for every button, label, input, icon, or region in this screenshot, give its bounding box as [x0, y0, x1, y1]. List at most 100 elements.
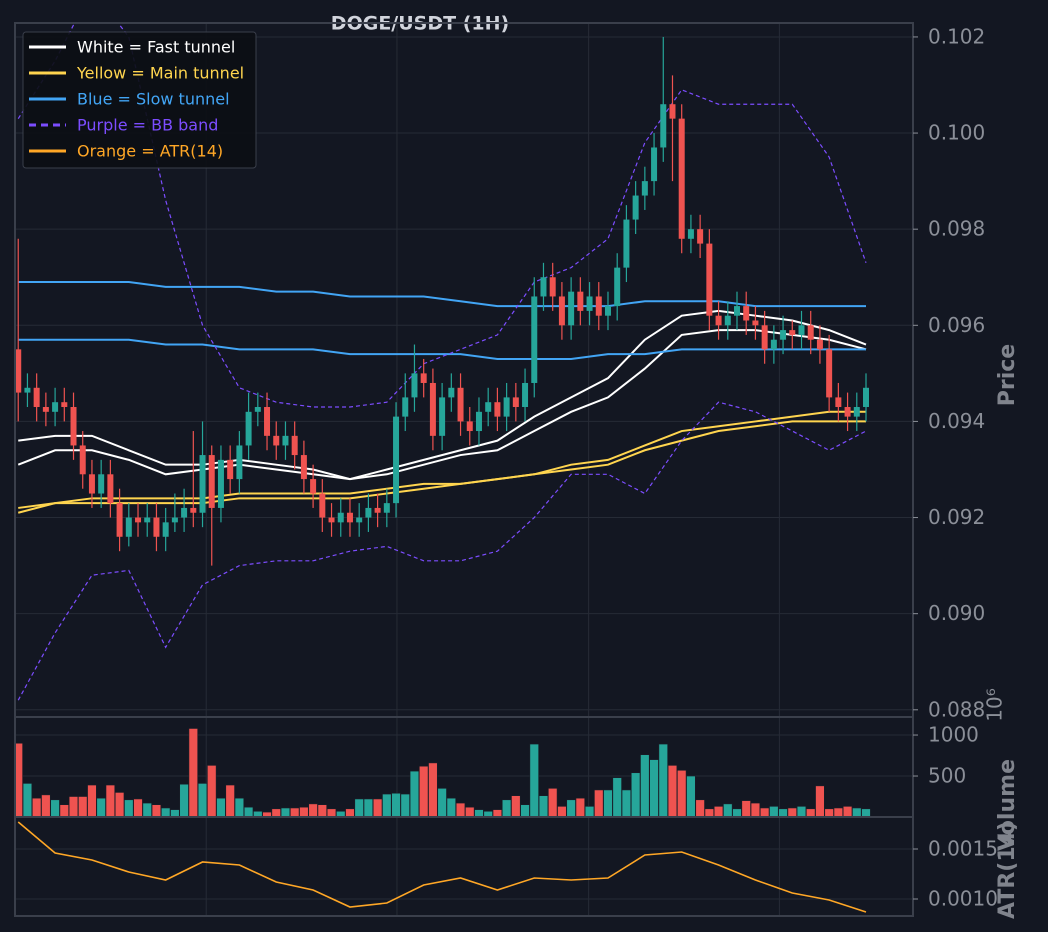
overlay-line [18, 281, 866, 308]
volume-bar [520, 804, 530, 817]
candle-body [816, 339, 823, 350]
volume-bar [354, 798, 364, 817]
volume-bar [22, 783, 33, 817]
y-tick-label: 0.102 [928, 24, 985, 48]
candle-body [383, 503, 390, 513]
volume-bar [437, 788, 447, 817]
legend-label: Blue = Slow tunnel [77, 90, 230, 109]
volume-bar [170, 809, 180, 817]
volume-bar [529, 743, 539, 817]
candle-body [863, 387, 870, 408]
candle-body [227, 459, 234, 480]
volume-bar [630, 772, 641, 817]
volume-bar [382, 793, 392, 817]
candle-body [88, 474, 95, 494]
volume-bar [796, 806, 807, 817]
y-tick-label: 0.0015 [928, 837, 998, 861]
candle-body [577, 291, 584, 311]
volume-bar [409, 770, 420, 817]
volume-bar [640, 754, 650, 817]
volume-bar [723, 803, 733, 817]
overlay-line [17, 401, 867, 701]
volume-bar [446, 797, 457, 817]
candle-body [291, 435, 298, 456]
volume-bar [658, 743, 668, 817]
candle-body [162, 522, 169, 537]
candle-body [595, 296, 602, 316]
candle-body [328, 517, 335, 523]
volume-bar [345, 808, 355, 817]
volume-bar [594, 789, 604, 817]
legend-label: Purple = BB band [77, 116, 218, 135]
volume-bar [704, 808, 715, 817]
candle-body [420, 373, 427, 383]
candle-body [116, 503, 123, 537]
candle-body [844, 407, 851, 417]
candle-body [733, 306, 740, 316]
candle-body [466, 421, 473, 432]
candle-body [743, 306, 750, 321]
y-tick-label: 0.094 [928, 409, 985, 433]
volume-bar [787, 807, 797, 817]
candle-body [70, 407, 77, 446]
volume-bar [557, 806, 567, 817]
candle-body [632, 195, 639, 220]
volume-bar [216, 797, 226, 817]
candle-body [531, 296, 538, 383]
y-tick-label: 0.092 [928, 505, 985, 529]
volume-bar [363, 798, 374, 817]
volume-bar [419, 765, 429, 817]
candle-body [522, 382, 529, 408]
legend: White = Fast tunnel Yellow = Main tunnel B… [22, 31, 257, 169]
volume-bar [465, 806, 475, 817]
candle-body [660, 104, 667, 148]
y-axis-label: ATR(14) [995, 821, 1020, 919]
candle-body [687, 229, 694, 239]
volume-bar [179, 783, 189, 817]
volume-bar [667, 765, 678, 817]
volume-bar [280, 807, 291, 817]
candle-body [254, 407, 261, 412]
candle-body [135, 517, 142, 523]
candle-body [346, 512, 353, 523]
candle-body [798, 325, 805, 335]
candle-body [641, 181, 648, 196]
candle-body [337, 512, 344, 523]
candle-body [217, 459, 224, 508]
candle-body [568, 291, 575, 326]
volume-bar [833, 807, 844, 817]
candle-body [171, 517, 178, 523]
candle-body [651, 147, 658, 182]
candle-body [697, 229, 704, 244]
candle-body [770, 339, 777, 350]
volume-bar [299, 806, 309, 817]
volume-bar [317, 804, 327, 817]
candle-body [706, 243, 713, 316]
candle-body [190, 507, 197, 513]
candle-body [678, 118, 685, 239]
candle-body [475, 411, 482, 432]
candle-body [623, 219, 630, 268]
volume-bar [243, 806, 254, 817]
candle-body [448, 387, 455, 398]
candle-body [494, 402, 501, 417]
volume-bar [87, 784, 97, 817]
volume-bar [31, 797, 42, 817]
volume-bar [501, 799, 512, 817]
volume-bar [142, 802, 152, 817]
y-tick-label: 0.0010 [928, 887, 998, 911]
candle-body [614, 267, 621, 307]
volume-bar [621, 789, 632, 817]
legend-label: Orange = ATR(14) [77, 142, 223, 161]
candle-body [761, 325, 768, 350]
candle-body [153, 517, 160, 537]
candle-body [439, 397, 446, 436]
candle-body [310, 479, 317, 494]
candle-body [79, 445, 86, 475]
volume-bar [538, 795, 549, 817]
volume-bar [234, 797, 245, 817]
candle-body [319, 493, 326, 518]
candle-body [485, 402, 492, 412]
volume-bar [271, 808, 281, 817]
